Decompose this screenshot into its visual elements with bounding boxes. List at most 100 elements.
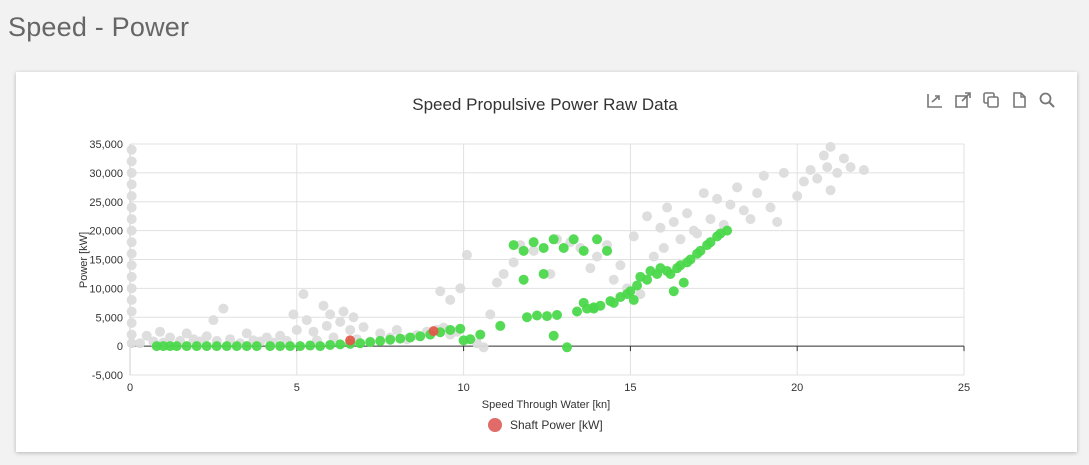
y-axis-label: Power [kW]: [78, 232, 90, 288]
data-point: [538, 268, 549, 279]
data-point: [126, 306, 137, 317]
data-point: [818, 150, 829, 161]
data-point: [695, 245, 706, 256]
data-point: [558, 242, 569, 253]
data-point: [578, 297, 589, 308]
data-point: [285, 341, 296, 352]
data-point: [475, 329, 486, 340]
data-point: [658, 242, 669, 253]
data-point: [725, 199, 736, 210]
data-point: [325, 309, 336, 320]
data-point: [478, 342, 489, 353]
data-point: [251, 341, 262, 352]
data-point: [126, 190, 137, 201]
data-point: [345, 335, 356, 346]
data-point: [241, 328, 252, 339]
y-tick-label: 10,000: [89, 283, 123, 295]
data-point: [792, 190, 803, 201]
data-point: [668, 216, 679, 227]
x-tick-label: 5: [294, 382, 300, 394]
data-point: [126, 248, 137, 259]
data-point: [765, 202, 776, 213]
legend-swatch: [488, 418, 502, 432]
data-point: [825, 185, 836, 196]
data-point: [391, 324, 402, 335]
chart-card: Speed Propulsive Power Raw Data 0 5 10 15 20…: [16, 72, 1077, 452]
document-icon[interactable]: [1009, 90, 1029, 110]
data-point: [548, 330, 559, 341]
data-point: [445, 294, 456, 305]
data-point: [705, 237, 716, 248]
x-tick-label: 25: [958, 382, 970, 394]
data-point: [588, 303, 599, 314]
data-point: [126, 271, 137, 282]
data-point: [298, 289, 309, 300]
y-tick-label: 25,000: [89, 197, 123, 209]
data-point: [358, 322, 369, 333]
y-tick-label: 35,000: [89, 139, 123, 151]
data-point: [208, 315, 219, 326]
data-point: [126, 260, 137, 271]
data-point: [628, 294, 639, 305]
data-point: [615, 260, 626, 271]
data-point: [126, 283, 137, 294]
data-point: [662, 202, 673, 213]
zoom-icon[interactable]: [1037, 90, 1057, 110]
data-point: [682, 208, 693, 219]
data-point: [428, 326, 439, 337]
data-point: [318, 300, 329, 311]
data-point: [645, 266, 656, 277]
copy-icon[interactable]: [981, 90, 1001, 110]
data-point: [858, 164, 869, 175]
data-point: [812, 173, 823, 184]
data-point: [126, 294, 137, 305]
data-point: [305, 340, 316, 351]
data-point: [732, 182, 743, 193]
data-point: [608, 297, 619, 308]
data-point: [528, 237, 539, 248]
y-tick-label: 0: [117, 341, 123, 353]
data-point: [455, 323, 466, 334]
data-point: [355, 338, 366, 349]
data-point: [435, 286, 446, 297]
data-point: [315, 341, 326, 352]
data-point: [165, 332, 176, 343]
open-external-icon[interactable]: [953, 90, 973, 110]
data-point: [288, 309, 299, 320]
data-point: [328, 332, 339, 343]
data-point: [395, 333, 406, 344]
y-tick-label: 15,000: [89, 255, 123, 267]
data-point: [126, 225, 137, 236]
data-point: [518, 274, 529, 285]
data-point: [455, 283, 466, 294]
data-point: [675, 234, 686, 245]
data-point: [338, 306, 349, 317]
data-point: [772, 216, 783, 227]
data-point: [335, 339, 346, 350]
data-point: [465, 334, 476, 345]
data-point: [845, 162, 856, 173]
data-point: [291, 324, 302, 335]
data-point: [126, 318, 137, 329]
data-point: [461, 249, 472, 260]
legend-item-shaft-power[interactable]: Shaft Power [kW]: [488, 418, 603, 432]
export-icon[interactable]: [925, 90, 945, 110]
data-point: [585, 263, 596, 274]
data-point: [552, 309, 563, 320]
chart-toolbar: [925, 90, 1057, 110]
data-point: [218, 303, 229, 314]
data-point: [191, 341, 202, 352]
data-point: [655, 263, 666, 274]
data-point: [568, 234, 579, 245]
data-point: [126, 156, 137, 167]
data-point: [592, 251, 603, 262]
y-tick-label: 5,000: [95, 312, 123, 324]
page-title: Speed - Power: [8, 12, 190, 42]
data-point: [385, 334, 396, 345]
data-point: [211, 341, 222, 352]
data-point: [265, 341, 276, 352]
data-point: [201, 341, 212, 352]
data-point: [825, 141, 836, 152]
data-point: [752, 188, 763, 199]
data-point: [375, 328, 386, 339]
